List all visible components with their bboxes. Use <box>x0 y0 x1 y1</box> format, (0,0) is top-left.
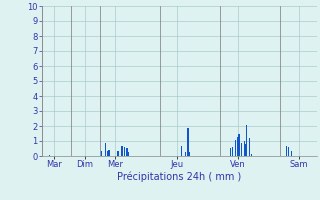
Bar <box>241 142 242 156</box>
Bar <box>181 146 182 156</box>
Bar <box>232 147 233 156</box>
Bar <box>288 147 289 156</box>
Bar <box>238 134 240 156</box>
Bar <box>249 138 250 156</box>
Bar <box>105 143 106 156</box>
Bar <box>107 151 108 156</box>
Bar <box>237 137 238 156</box>
Bar <box>49 155 50 156</box>
Bar <box>121 146 123 156</box>
Bar <box>101 151 102 156</box>
Bar <box>285 146 287 156</box>
Bar <box>189 152 190 156</box>
Bar <box>291 151 292 156</box>
X-axis label: Précipitations 24h ( mm ): Précipitations 24h ( mm ) <box>117 172 241 182</box>
Bar <box>246 124 247 156</box>
Bar <box>128 152 129 156</box>
Bar <box>244 141 245 156</box>
Bar <box>188 128 189 156</box>
Bar <box>235 140 236 156</box>
Bar <box>245 144 246 156</box>
Bar <box>108 150 110 156</box>
Bar <box>124 147 125 156</box>
Bar <box>251 154 252 156</box>
Bar <box>229 148 231 156</box>
Bar <box>126 148 128 156</box>
Bar <box>185 152 186 156</box>
Bar <box>117 151 119 156</box>
